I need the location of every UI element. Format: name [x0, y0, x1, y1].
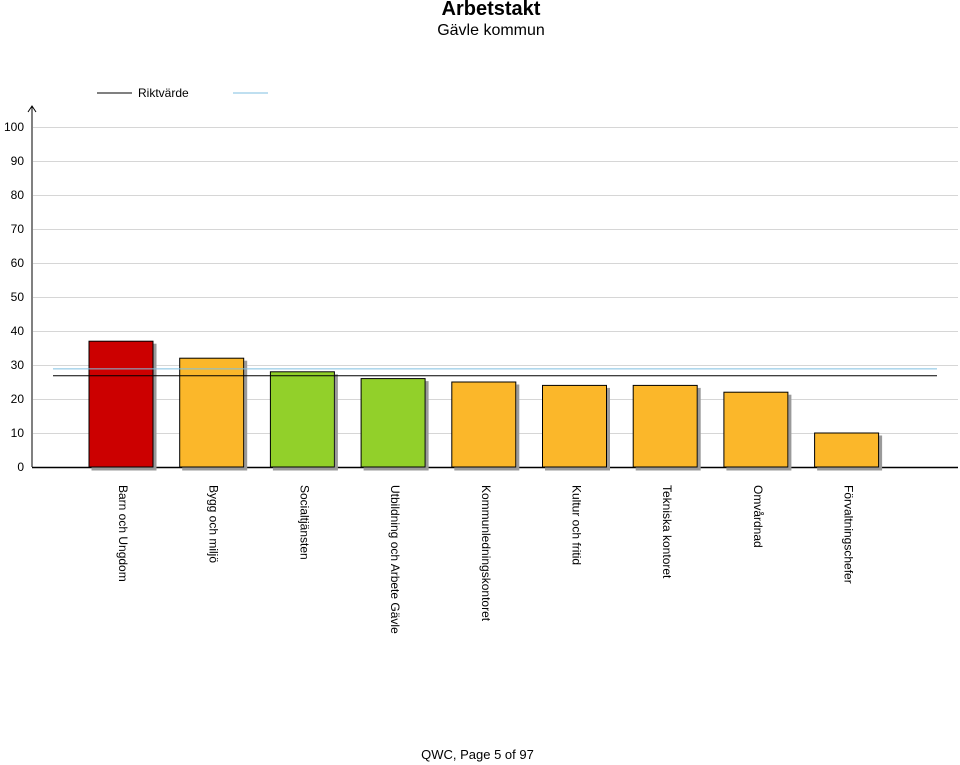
y-axis-arrow [27, 105, 37, 113]
bar [542, 384, 607, 468]
y-tick-label: 50 [11, 290, 25, 304]
y-tick-label: 100 [4, 120, 24, 134]
y-tick-label: 20 [11, 392, 25, 406]
bar [179, 357, 245, 468]
x-category-label: Barn och Ungdom [116, 485, 130, 582]
x-category-label: Kultur och fritid [570, 485, 584, 565]
bar [88, 340, 154, 468]
bars [88, 340, 880, 468]
bar [814, 432, 880, 468]
reference-lines [53, 368, 937, 377]
x-category-label: Socialtjänsten [297, 485, 311, 560]
y-tick-label: 90 [11, 154, 25, 168]
bar-chart: Riktvärde 0 10 20 30 40 50 60 70 80 90 100 Barn oc… [4, 86, 958, 634]
bar [360, 378, 426, 468]
bar [723, 391, 789, 468]
bar [269, 371, 335, 468]
x-category-label: Förvaltningschefer [842, 485, 856, 584]
y-tick-label: 10 [11, 426, 25, 440]
x-category-label: Bygg och miljö [207, 485, 221, 563]
y-tick-label: 80 [11, 188, 25, 202]
chart-subtitle: Gävle kommun [437, 22, 545, 39]
y-tick-label: 40 [11, 324, 25, 338]
x-category-label: Omvårdnad [751, 485, 765, 548]
x-category-label: Utbildning och Arbete Gävle [388, 485, 402, 634]
page-footer: QWC, Page 5 of 97 [421, 747, 534, 762]
x-category-label: Kommunledningskontoret [479, 485, 493, 622]
legend-label: Riktvärde [138, 86, 189, 100]
chart-title: Arbetstakt [441, 0, 541, 20]
y-tick-label: 70 [11, 222, 25, 236]
legend: Riktvärde [97, 86, 268, 100]
y-tick-label: 30 [11, 358, 25, 372]
bar [451, 381, 517, 468]
x-category-label: Tekniska kontoret [660, 485, 674, 579]
y-tick-label: 60 [11, 256, 25, 270]
bar [632, 384, 698, 468]
y-tick-label: 0 [17, 460, 24, 474]
x-axis-labels: Barn och Ungdom Bygg och miljö Socialtjäns… [116, 485, 856, 634]
